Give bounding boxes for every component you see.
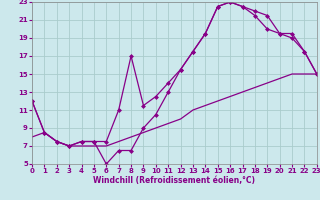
X-axis label: Windchill (Refroidissement éolien,°C): Windchill (Refroidissement éolien,°C)	[93, 176, 255, 185]
